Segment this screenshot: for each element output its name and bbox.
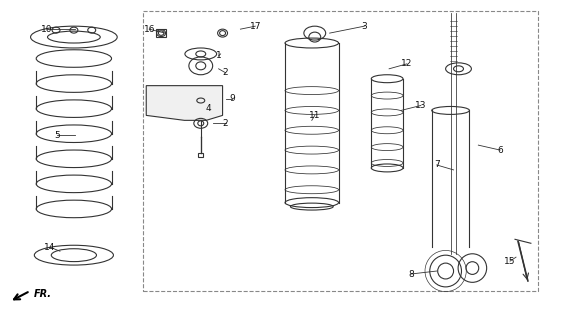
Text: 14: 14	[44, 243, 56, 252]
Text: 8: 8	[408, 269, 414, 278]
Text: 5: 5	[54, 131, 60, 140]
Text: 15: 15	[504, 257, 516, 266]
Text: 2: 2	[223, 68, 228, 77]
Text: 3: 3	[361, 22, 367, 31]
Text: 7: 7	[434, 160, 440, 170]
Text: 13: 13	[415, 101, 426, 110]
Text: 9: 9	[230, 94, 235, 103]
Text: 17: 17	[249, 22, 261, 31]
Bar	[156, 29, 166, 37]
Text: 1: 1	[216, 52, 222, 60]
Text: 16: 16	[144, 25, 155, 34]
Text: 10: 10	[42, 25, 53, 34]
Text: 6: 6	[497, 146, 503, 155]
Text: FR.: FR.	[34, 289, 53, 299]
Text: 11: 11	[309, 111, 320, 120]
Polygon shape	[146, 86, 223, 120]
Bar	[198, 153, 203, 157]
Text: 12: 12	[401, 59, 413, 68]
Text: 2: 2	[223, 119, 228, 128]
Text: 4: 4	[206, 104, 212, 113]
Bar	[143, 11, 538, 291]
